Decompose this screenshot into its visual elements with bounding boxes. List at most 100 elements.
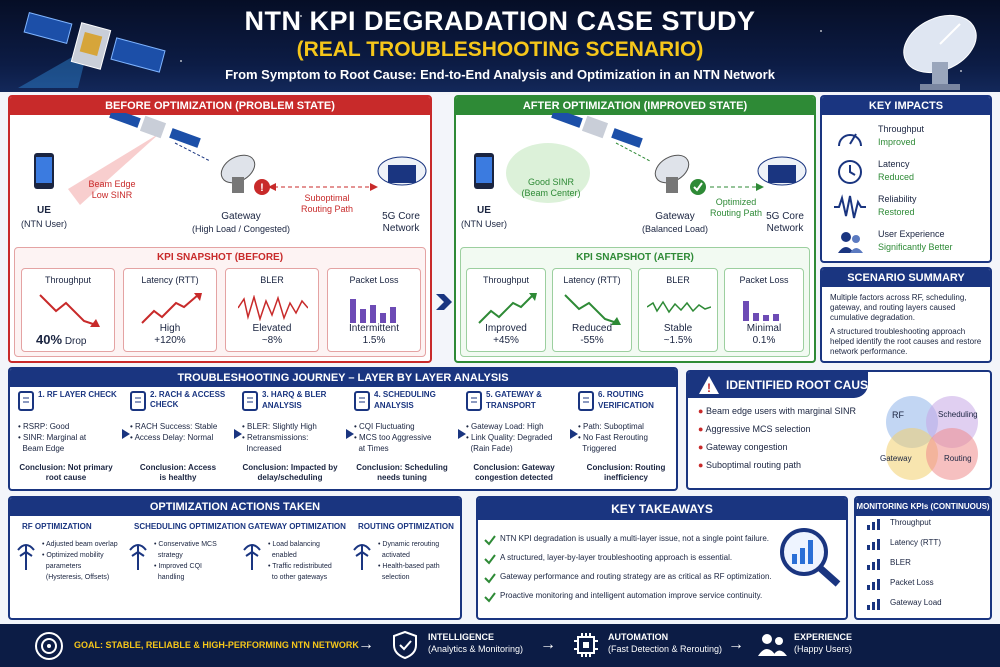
footer-s2: AUTOMATION xyxy=(608,632,669,642)
root-causes-panel: ! IDENTIFIED ROOT CAUSES ● Beam edge use… xyxy=(686,370,992,490)
action-line: • Conservative MCS xyxy=(154,541,217,548)
step-title-2: ANALYSIS xyxy=(374,401,414,410)
goal-prefix: GOAL: xyxy=(74,640,103,650)
footer-s3: EXPERIENCE xyxy=(794,632,853,642)
root-causes-list: ● Beam edge users with marginal SINR ● A… xyxy=(698,406,857,470)
step-conclusion: Conclusion: Scheduling xyxy=(356,463,448,472)
step-bullet: • SINR: Marginal at xyxy=(18,433,87,442)
check-icon xyxy=(484,554,496,565)
bars-small-icon xyxy=(743,301,779,321)
step-bullet: at Times xyxy=(354,444,389,453)
root-cause-item: Suboptimal routing path xyxy=(705,460,801,470)
impact-name: Throughput xyxy=(878,124,925,134)
scenario-p1: Multiple factors across RF, scheduling, … xyxy=(830,293,967,322)
action-head: ROUTING OPTIMIZATION xyxy=(358,522,454,531)
action-line: • Optimized mobility xyxy=(42,552,104,559)
monitoring-item: Throughput xyxy=(890,518,931,527)
action-line: • Health-based path xyxy=(378,563,440,570)
actions-title: OPTIMIZATION ACTIONS TAKEN xyxy=(10,498,460,516)
before-kpi-name: Packet Loss xyxy=(349,275,399,285)
after-gateway-label: Gateway xyxy=(655,211,695,222)
before-kpi-v1: Intermittent xyxy=(348,323,400,334)
before-beam-note-2: Low SINR xyxy=(91,190,133,200)
takeaway-item: NTN KPI degradation is usually a multi-l… xyxy=(500,534,770,543)
monitoring-item: Latency (RTT) xyxy=(890,538,941,547)
step-arrow-icon xyxy=(234,429,242,439)
after-kpi-name: Packet Loss xyxy=(739,275,789,285)
header-banner: NTN KPI DEGRADATION CASE STUDY (REAL TRO… xyxy=(0,0,1000,92)
before-gateway-label: Gateway xyxy=(221,211,261,222)
check-icon xyxy=(484,535,496,546)
after-kpi-v2: 0.1% xyxy=(752,335,776,346)
gauge-icon xyxy=(867,599,880,610)
before-title: BEFORE OPTIMIZATION (PROBLEM STATE) xyxy=(10,97,430,115)
step-arrow-icon xyxy=(346,429,354,439)
step-arrow-icon xyxy=(122,429,130,439)
action-line: • Load balancing xyxy=(268,541,320,548)
action-line: • Adjusted beam overlap xyxy=(42,541,118,548)
before-routing-note-1: Suboptimal xyxy=(304,193,350,203)
users-icon xyxy=(838,232,863,253)
step-conclusion: needs tuning xyxy=(377,473,427,482)
after-core-label-1: 5G Core xyxy=(766,211,804,222)
before-kpi-v2: ~8% xyxy=(261,335,283,346)
tower-icon xyxy=(17,544,35,570)
after-kpi-name: Throughput xyxy=(482,275,530,285)
check-icon xyxy=(484,592,496,603)
step-bullet: • Retransmissions: xyxy=(242,433,309,442)
after-kpi-v1: Reduced xyxy=(571,323,613,334)
after-kpi-title: KPI SNAPSHOT (AFTER) xyxy=(576,252,694,263)
footer-bar: GOAL: STABLE, RELIABLE & HIGH-PERFORMING… xyxy=(0,624,1000,667)
step-bullet: • MCS too Aggressive xyxy=(354,433,432,442)
after-kpi-v2: -55% xyxy=(580,335,604,346)
step-title-1: 2. RACH & ACCESS CHECK xyxy=(150,390,226,409)
before-kpi-v1: Elevated xyxy=(252,323,292,334)
impact-item: User Experience Significantly Better xyxy=(826,229,991,259)
step-conclusion: Conclusion: Impacted by xyxy=(242,463,338,472)
step-title-1: 6. ROUTING xyxy=(598,390,644,399)
impact-item: Throughput Improved xyxy=(826,124,991,154)
before-kpi-card: BLER Elevated ~8% xyxy=(225,268,319,352)
step-conclusion: delay/scheduling xyxy=(257,473,323,482)
users-icon xyxy=(758,634,787,656)
before-kpi-v1: High xyxy=(159,323,181,334)
shield-icon xyxy=(393,630,417,660)
action-head: SCHEDULING OPTIMIZATION xyxy=(134,522,246,531)
after-routing-note-1: Optimized xyxy=(715,197,757,207)
action-line: strategy xyxy=(154,552,183,559)
step-conclusion: is healthy xyxy=(159,473,197,482)
after-kpi-v1: Stable xyxy=(663,323,693,334)
arrow-icon: → xyxy=(540,636,556,653)
bar-chart-icon xyxy=(867,519,880,530)
after-kpi-box: KPI SNAPSHOT (AFTER) Throughput Improved… xyxy=(460,247,810,357)
key-impacts-title: KEY IMPACTS xyxy=(822,97,990,115)
cycle-icon xyxy=(242,391,258,411)
waveform-icon xyxy=(834,194,866,219)
before-topology: ! xyxy=(34,113,427,205)
step-conclusion: inefficiency xyxy=(603,473,648,482)
chip-icon xyxy=(574,633,598,657)
step-title-1: 5. GATEWAY & xyxy=(486,390,542,399)
takeaway-item: A structured, layer-by-layer troubleshoo… xyxy=(500,553,733,562)
trend-down-green-icon xyxy=(564,294,621,325)
before-kpi-name: Latency (RTT) xyxy=(141,275,199,285)
magnifier-chart-icon xyxy=(780,528,841,587)
root-cause-item: Beam edge users with marginal SINR xyxy=(705,406,857,416)
after-kpi-name: BLER xyxy=(666,275,690,285)
step-bullet: Triggered xyxy=(578,444,617,453)
step-bullet: (Rain Fade) xyxy=(466,444,513,453)
arrow-icon: → xyxy=(728,636,744,653)
step-title-2: ANALYSIS xyxy=(262,401,302,410)
takeaway-item: Gateway performance and routing strategy… xyxy=(500,572,772,581)
action-line: to other gateways xyxy=(268,574,328,581)
calendar-icon xyxy=(354,391,370,411)
check-icon xyxy=(484,573,496,584)
step-conclusion: Conclusion: Not primary xyxy=(19,463,113,472)
page-title: NTN KPI DEGRADATION CASE STUDY xyxy=(244,6,756,36)
action-line: • Traffic redistributed xyxy=(268,563,332,570)
action-line: • Dynamic rerouting xyxy=(378,541,440,548)
after-kpi-name: Latency (RTT) xyxy=(563,275,621,285)
dish-header-icon xyxy=(903,14,977,90)
svg-text:!: ! xyxy=(260,182,264,194)
step-arrow-icon xyxy=(458,429,466,439)
